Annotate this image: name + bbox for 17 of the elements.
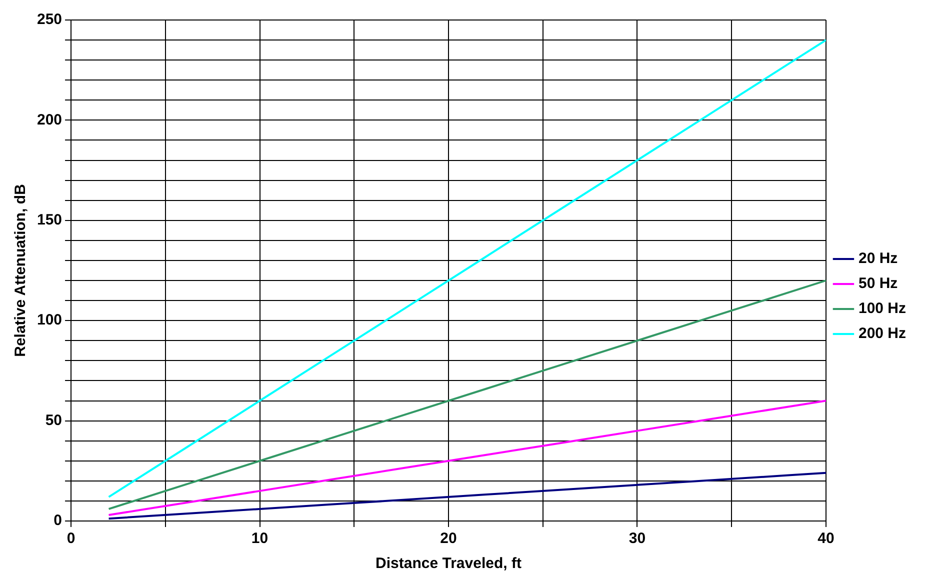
y-tick-label: 0 — [54, 512, 62, 530]
y-tick-label: 50 — [45, 412, 62, 429]
legend-label: 200 Hz — [858, 325, 906, 342]
y-axis-title: Relative Attenuation, dB — [12, 184, 30, 357]
legend-label: 100 Hz — [858, 300, 906, 318]
x-tick-label: 20 — [440, 530, 457, 548]
x-tick-label: 30 — [628, 530, 646, 548]
x-tick-label: 40 — [818, 530, 834, 548]
x-axis-title: Distance Traveled, ft — [376, 555, 522, 572]
y-tick-label: 100 — [36, 312, 62, 329]
x-tick-label: 10 — [251, 530, 268, 548]
y-tick-label: 200 — [36, 111, 62, 128]
legend-label: 50 Hz — [858, 275, 898, 292]
y-tick-label: 150 — [36, 212, 62, 229]
legend-label: 20 Hz — [858, 250, 898, 268]
y-tick-label: 250 — [36, 11, 62, 28]
x-tick-label: 0 — [66, 530, 76, 548]
